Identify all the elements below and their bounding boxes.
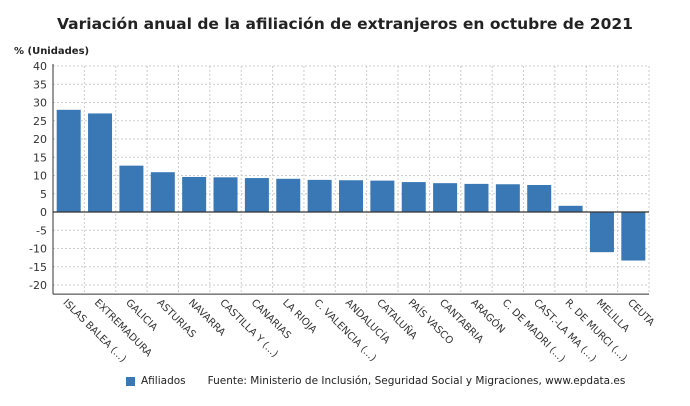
x-tick-label: CASTILLA Y (...) bbox=[217, 297, 279, 359]
bar bbox=[370, 180, 395, 212]
y-tick-label: -20 bbox=[29, 279, 47, 292]
bar bbox=[401, 182, 426, 212]
bar bbox=[589, 212, 614, 253]
bar bbox=[88, 113, 113, 212]
bar bbox=[244, 178, 269, 212]
bar bbox=[464, 183, 489, 212]
source-note: Fuente: Ministerio de Inclusión, Segurid… bbox=[207, 375, 626, 387]
y-tick-label: 30 bbox=[33, 97, 47, 110]
x-tick-label: C. DE MADRI (...) bbox=[500, 297, 567, 364]
bar bbox=[527, 184, 552, 212]
bar bbox=[307, 179, 332, 212]
y-tick-label: 25 bbox=[33, 115, 47, 128]
legend: Afiliados Fuente: Ministerio de Inclusió… bbox=[126, 375, 625, 387]
y-axis-label: % (Unidades) bbox=[14, 46, 90, 57]
y-tick-label: 5 bbox=[40, 188, 47, 201]
bar bbox=[119, 165, 144, 212]
chart-title: Variación anual de la afiliación de extr… bbox=[57, 15, 633, 33]
bar bbox=[433, 183, 458, 212]
y-tick-label: 40 bbox=[33, 60, 47, 73]
bar bbox=[213, 177, 238, 212]
bar bbox=[56, 109, 81, 212]
bar bbox=[150, 172, 175, 212]
y-tick-label: -10 bbox=[29, 243, 47, 256]
y-tick-label: 20 bbox=[33, 133, 47, 146]
bar bbox=[558, 205, 583, 212]
y-tick-label: 35 bbox=[33, 78, 47, 91]
y-tick-label: 10 bbox=[33, 170, 47, 183]
legend-label: Afiliados bbox=[141, 375, 186, 387]
bar bbox=[495, 184, 520, 212]
bar bbox=[182, 176, 207, 212]
y-tick-label: 0 bbox=[40, 206, 47, 219]
bar bbox=[339, 180, 363, 212]
bar bbox=[276, 178, 301, 212]
y-tick-label: -15 bbox=[29, 261, 47, 274]
legend-swatch bbox=[126, 376, 135, 386]
y-tick-label: 15 bbox=[33, 151, 47, 164]
bar bbox=[621, 212, 646, 261]
x-tick-label: CEUTA bbox=[625, 297, 656, 328]
y-tick-label: -5 bbox=[36, 224, 47, 237]
x-tick-label: EXTREMADURA bbox=[92, 297, 154, 359]
x-tick-label: C. VALENCIA (...) bbox=[312, 297, 379, 364]
